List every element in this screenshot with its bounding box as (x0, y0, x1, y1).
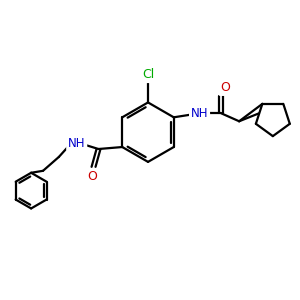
Ellipse shape (190, 106, 209, 120)
Text: O: O (220, 81, 230, 94)
Text: O: O (88, 170, 98, 183)
Text: NH: NH (68, 136, 86, 150)
Text: Cl: Cl (142, 68, 154, 81)
Text: NH: NH (191, 107, 208, 120)
